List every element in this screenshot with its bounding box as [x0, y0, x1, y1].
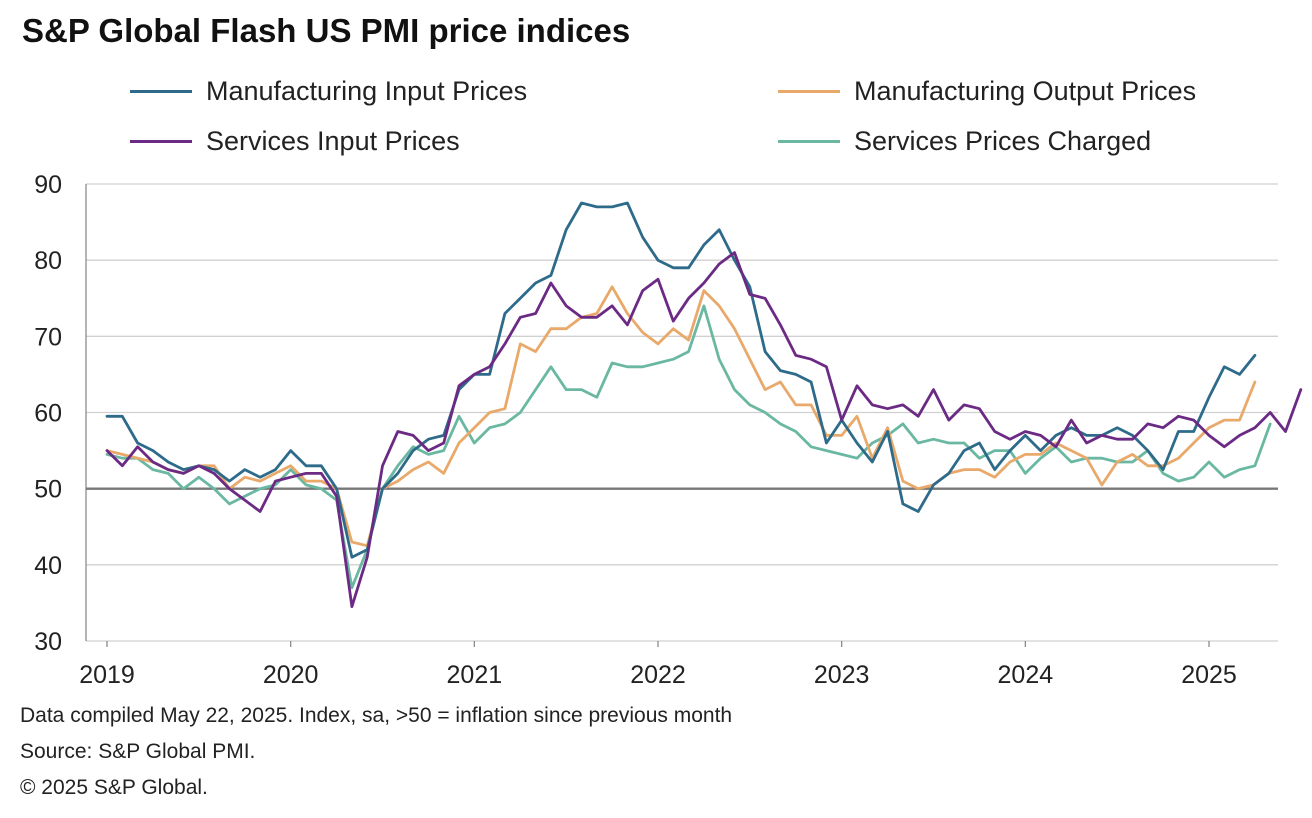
- legend-label-manufacturing-input: Manufacturing Input Prices: [206, 75, 528, 106]
- footnote-source: Source: S&P Global PMI.: [20, 740, 256, 763]
- x-tick-label: 2020: [263, 661, 319, 689]
- legend-swatch-services-charged: [778, 139, 840, 143]
- legend-swatch-services-input: [130, 139, 192, 143]
- y-tick-label: 60: [34, 400, 62, 428]
- y-tick-label: 90: [34, 171, 62, 199]
- series-services-charged-line: [105, 304, 1272, 590]
- x-tick-label: 2022: [630, 661, 686, 689]
- y-tick-label: 70: [34, 323, 62, 351]
- legend-swatch-manufacturing-input: [130, 89, 192, 93]
- x-tick-label: 2023: [814, 661, 870, 689]
- y-tick-label: 80: [34, 247, 62, 275]
- legend-item-manufacturing-output: Manufacturing Output Prices: [778, 76, 1196, 106]
- legend-label-services-input: Services Input Prices: [206, 125, 460, 156]
- legend-label-manufacturing-output: Manufacturing Output Prices: [854, 75, 1197, 106]
- chart-title: S&P Global Flash US PMI price indices: [22, 12, 631, 49]
- legend-item-services-input: Services Input Prices: [130, 126, 460, 156]
- series-services-input-line: [105, 251, 1303, 609]
- y-tick-label: 50: [34, 476, 62, 504]
- legend-swatch-manufacturing-output: [778, 89, 840, 93]
- y-tick-label: 40: [34, 552, 62, 580]
- legend-label-services-charged: Services Prices Charged: [854, 125, 1152, 156]
- legend-item-manufacturing-input: Manufacturing Input Prices: [130, 76, 527, 106]
- y-tick-label: 30: [34, 628, 62, 656]
- x-tick-label: 2019: [79, 661, 135, 689]
- legend-item-services-charged: Services Prices Charged: [778, 126, 1151, 156]
- footnote-copyright: © 2025 S&P Global.: [20, 776, 208, 799]
- series-manufacturing-output-line: [105, 285, 1257, 548]
- x-tick-label: 2021: [447, 661, 503, 689]
- x-tick-label: 2024: [998, 661, 1054, 689]
- x-tick-label: 2025: [1181, 661, 1237, 689]
- series-manufacturing-input-line: [105, 201, 1257, 559]
- footnote-data-compiled: Data compiled May 22, 2025. Index, sa, >…: [20, 704, 733, 727]
